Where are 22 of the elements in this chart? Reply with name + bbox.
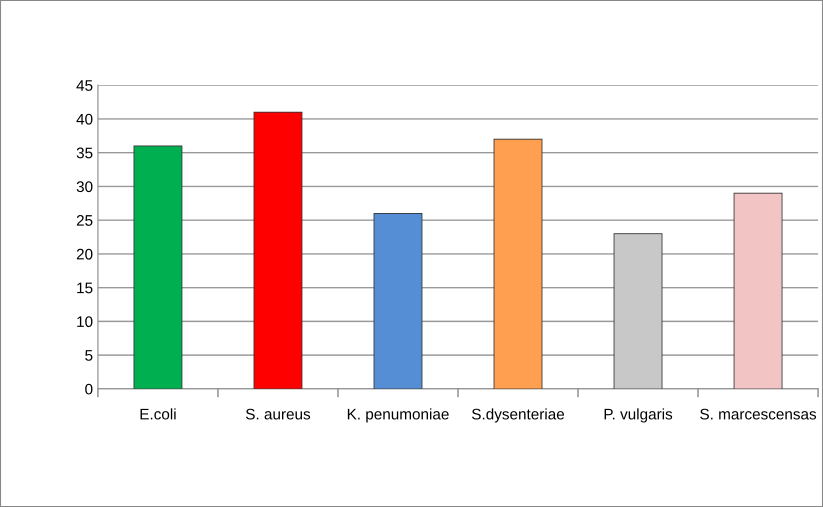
y-tick-label: 20 — [76, 248, 92, 260]
y-tick-label: 30 — [76, 181, 92, 192]
bar — [254, 112, 302, 389]
x-tick-label: S. marcescensas — [700, 408, 816, 420]
y-tick-label: 0 — [85, 384, 92, 395]
x-tick-label: K. penumoniae — [348, 408, 449, 423]
bar — [494, 138, 542, 389]
bar — [134, 145, 182, 389]
x-tick-label: S.dysenteriae — [472, 408, 564, 423]
bar — [374, 212, 422, 389]
y-tick-label: 45 — [76, 80, 92, 91]
x-tick-label: S. aureus — [246, 408, 310, 420]
y-tick-label: 5 — [85, 350, 92, 361]
x-tick-label: P. vulgaris — [604, 408, 672, 423]
y-tick-label: 40 — [76, 114, 92, 125]
y-tick-label: 15 — [77, 282, 92, 294]
bar — [614, 233, 662, 389]
y-tick-label: 35 — [76, 148, 92, 158]
x-tick-label: E.coli — [140, 408, 176, 420]
y-tick-label: 25 — [76, 215, 92, 226]
bar — [734, 192, 782, 389]
y-tick-label: 10 — [77, 316, 92, 328]
